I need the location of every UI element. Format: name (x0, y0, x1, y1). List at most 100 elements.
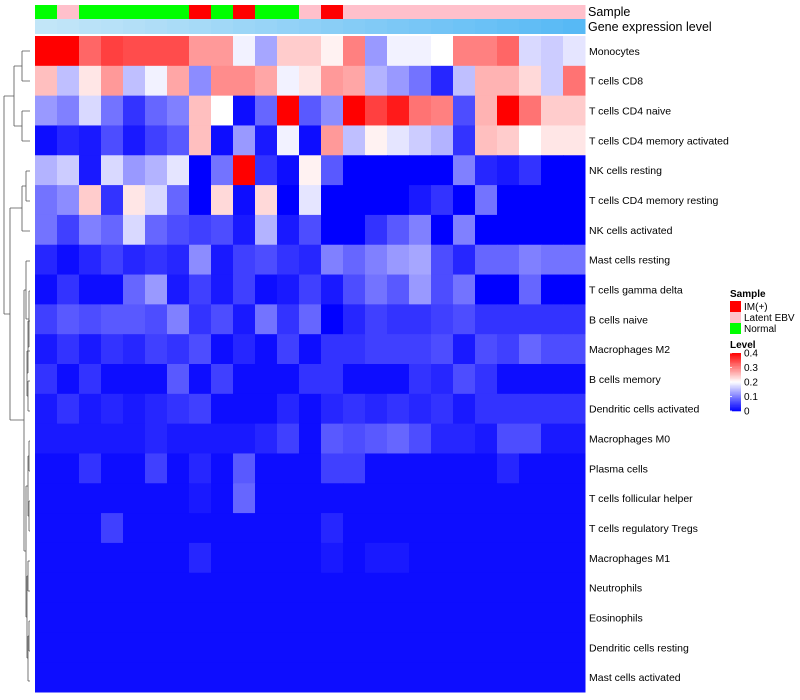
heatmap-cell (255, 304, 278, 335)
heatmap-cell (453, 185, 476, 216)
heatmap-cell (211, 304, 234, 335)
heatmap-cell (79, 36, 102, 67)
heatmap-cell (563, 65, 586, 97)
heatmap-cell (145, 423, 168, 454)
level-colorbar-segment (730, 405, 741, 407)
heatmap-cell (145, 572, 168, 604)
level-colorbar-segment (730, 357, 741, 360)
heatmap-cell (35, 155, 58, 186)
heatmap-cell (563, 244, 586, 276)
heatmap-cell (409, 453, 432, 484)
heatmap-cell (189, 423, 212, 454)
heatmap-cell (189, 632, 212, 663)
heatmap-cell (277, 65, 300, 97)
gene-expression-annotation-cell (409, 19, 432, 34)
heatmap-cell (101, 364, 124, 395)
heatmap-cell (101, 36, 124, 67)
heatmap-cell (431, 364, 454, 395)
heatmap-cell (35, 334, 58, 365)
row-label: T cells gamma delta (589, 284, 683, 296)
heatmap-cell (35, 393, 58, 425)
heatmap-cell (343, 542, 366, 574)
heatmap-cell (563, 572, 586, 604)
heatmap-cell (321, 155, 344, 186)
heatmap-cell (497, 632, 520, 663)
heatmap-cell (409, 185, 432, 216)
heatmap-cell (563, 36, 586, 67)
heatmap-cell (431, 483, 454, 514)
heatmap-cell (365, 572, 388, 604)
heatmap-cell (409, 572, 432, 604)
heatmap-cell (299, 662, 322, 693)
heatmap-cell (167, 393, 190, 425)
heatmap-cell (365, 423, 388, 454)
heatmap-cell (387, 632, 410, 663)
heatmap-cell (35, 572, 58, 604)
level-colorbar-segment (730, 361, 741, 364)
heatmap-cell (211, 542, 234, 574)
row-label: Eosinophils (589, 612, 643, 624)
sample-annotation-cell (497, 5, 520, 19)
heatmap-cell (365, 95, 388, 126)
level-colorbar-segment (730, 367, 741, 370)
heatmap-cell (541, 36, 564, 67)
level-colorbar-segment (730, 364, 741, 367)
heatmap-cell (167, 334, 190, 365)
heatmap-cell (233, 36, 256, 67)
row-label: T cells CD4 naive (589, 106, 671, 118)
heatmap-cell (255, 453, 278, 484)
heatmap-cell (211, 423, 234, 454)
heatmap-cell (101, 513, 124, 544)
sample-annotation-cell (387, 5, 410, 19)
gene-expression-annotation-cell (211, 19, 234, 34)
heatmap-cell (79, 274, 102, 305)
heatmap-cell (277, 304, 300, 335)
heatmap-cell (365, 185, 388, 216)
heatmap-cell (409, 513, 432, 544)
heatmap-cell (255, 334, 278, 365)
heatmap-cell (365, 632, 388, 663)
heatmap-cell (343, 662, 366, 693)
heatmap-cell (519, 513, 542, 544)
heatmap-cell (475, 244, 498, 276)
heatmap-cell (519, 602, 542, 633)
heatmap-cell (57, 602, 80, 633)
heatmap-cell (519, 334, 542, 365)
heatmap-cell (519, 453, 542, 484)
heatmap-cell (453, 662, 476, 693)
heatmap-cell (211, 95, 234, 126)
gene-expression-annotation-cell (277, 19, 300, 34)
heatmap-cell (123, 36, 146, 67)
heatmap-cell (145, 632, 168, 663)
heatmap-cell (387, 214, 410, 246)
row-dendrogram-branch (9, 207, 24, 421)
row-label: Neutrophils (589, 583, 642, 595)
heatmap-cell (321, 632, 344, 663)
heatmap-cell (101, 65, 124, 97)
heatmap-cell (211, 65, 234, 97)
heatmap-cell (189, 483, 212, 514)
heatmap-cell (79, 483, 102, 514)
heatmap-cell (277, 513, 300, 544)
heatmap-cell (365, 65, 388, 97)
level-colorbar-segment (730, 400, 741, 403)
sample-legend-swatch (730, 301, 741, 312)
heatmap-cell (233, 542, 256, 574)
heatmap-cell (255, 274, 278, 305)
heatmap-cell (541, 274, 564, 305)
heatmap-cell (189, 542, 212, 574)
heatmap-cell (233, 393, 256, 425)
heatmap-cell (409, 632, 432, 663)
heatmap-cell (57, 125, 80, 156)
heatmap-cell (101, 185, 124, 216)
heatmap-cell (475, 214, 498, 246)
gene-expression-annotation-cell (497, 19, 520, 34)
row-label: Dendritic cells resting (589, 642, 689, 654)
heatmap-cell (453, 423, 476, 454)
heatmap-cell (321, 36, 344, 67)
heatmap-cell (563, 185, 586, 216)
heatmap-cell (431, 155, 454, 186)
heatmap-cell (101, 483, 124, 514)
heatmap-cell (299, 274, 322, 305)
heatmap-cell (409, 304, 432, 335)
